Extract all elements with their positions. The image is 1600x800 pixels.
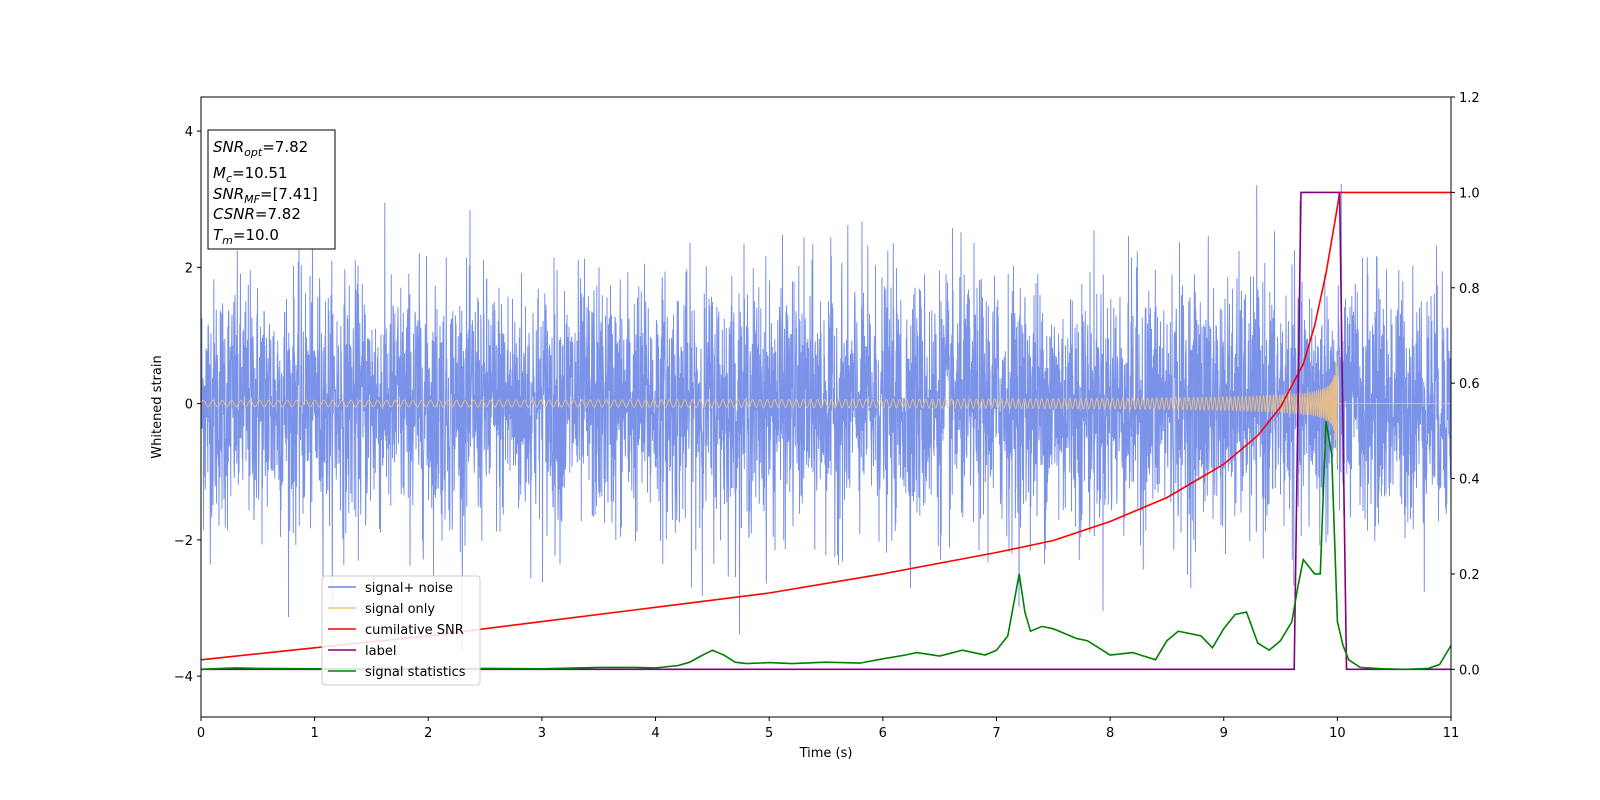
info-tm: Tm=10.0 <box>213 226 279 247</box>
y-left-tick-label: −4 <box>174 670 193 685</box>
axis-ticks: 0 1 2 3 4 5 6 7 8 9 10 11 4 2 0 −2 −4 1.2 1.0 0.8 0.6 0.4 0.2 0… <box>174 91 1480 741</box>
series-signal-noise <box>201 183 1451 651</box>
x-tick-label: 9 <box>1220 726 1228 741</box>
y-left-tick-label: −2 <box>174 534 193 549</box>
y-right-tick-label: 1.2 <box>1459 91 1480 106</box>
plot-frame <box>200 96 1452 718</box>
x-tick-label: 5 <box>765 726 773 741</box>
plot-area <box>201 183 1451 671</box>
x-tick-label: 10 <box>1329 726 1346 741</box>
info-box: SNRopt=7.82 Mc=10.51 SNRMF=[7.41] CSNR=7… <box>207 129 336 250</box>
y-right-tick-label: 0.4 <box>1459 473 1480 488</box>
series-cumilative-snr <box>201 191 1451 661</box>
series-label <box>201 191 1451 671</box>
x-tick-label: 8 <box>1106 726 1114 741</box>
info-snr-mf: SNRMF=[7.41] <box>213 185 318 206</box>
y-right-tick-label: 0.2 <box>1459 568 1480 583</box>
legend-label-signal-statistics: signal statistics <box>365 665 466 680</box>
y-right-tick-label: 0.8 <box>1459 282 1480 297</box>
legend-label-cumulative-snr: cumilative SNR <box>365 623 464 638</box>
x-tick-label: 0 <box>197 726 205 741</box>
legend: signal+ noise signal only cumilative SNR… <box>321 575 481 686</box>
y-right-tick-label: 1.0 <box>1459 186 1480 201</box>
info-snr-opt: SNRopt=7.82 <box>213 138 308 159</box>
y-left-tick-label: 2 <box>185 261 193 276</box>
legend-label-signal-noise: signal+ noise <box>365 581 453 596</box>
y-axis-label: Whitened strain <box>150 355 165 458</box>
x-tick-label: 6 <box>879 726 887 741</box>
x-tick-label: 1 <box>310 726 318 741</box>
x-tick-label: 7 <box>992 726 1000 741</box>
y-left-tick-label: 4 <box>185 125 193 140</box>
series-signal-only <box>201 356 1451 465</box>
info-csnr: CSNR=7.82 <box>213 205 301 223</box>
x-tick-label: 3 <box>538 726 546 741</box>
info-box-frame <box>207 129 336 250</box>
x-tick-label: 2 <box>424 726 432 741</box>
y-left-tick-label: 0 <box>185 398 193 413</box>
x-tick-label: 11 <box>1443 726 1460 741</box>
legend-frame <box>321 575 481 686</box>
legend-label-label: label <box>365 644 396 659</box>
legend-label-signal-only: signal only <box>365 602 435 617</box>
info-mc: Mc=10.51 <box>213 164 288 185</box>
x-tick-label: 4 <box>651 726 659 741</box>
y-right-tick-label: 0.0 <box>1459 663 1480 678</box>
series-signal-statistics <box>201 421 1451 671</box>
y-right-tick-label: 0.6 <box>1459 377 1480 392</box>
x-axis-label: Time (s) <box>799 746 853 761</box>
